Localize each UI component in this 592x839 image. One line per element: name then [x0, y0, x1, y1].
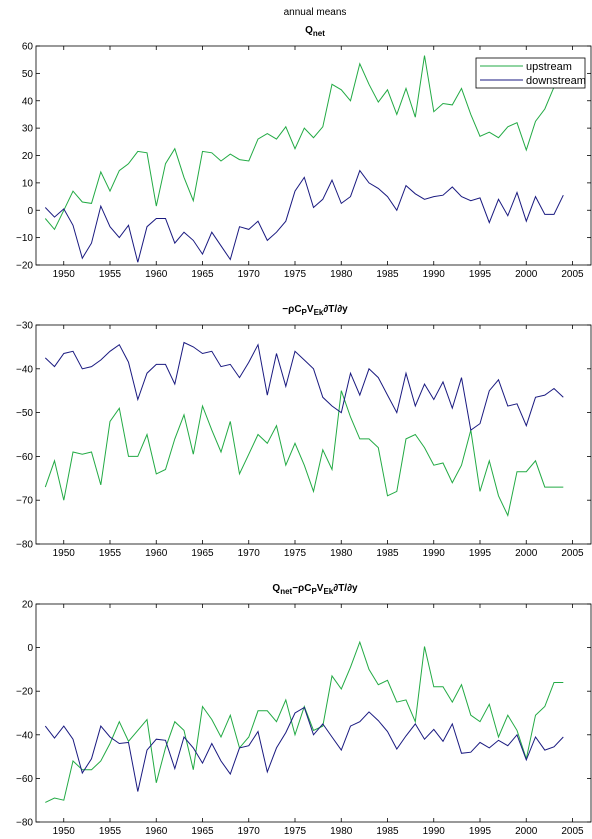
x-tick-label: 1950	[53, 269, 76, 280]
x-tick-label: 1950	[53, 826, 76, 837]
y-tick-label: 10	[22, 178, 34, 189]
x-tick-label: 1960	[145, 548, 168, 559]
y-tick-label: −20	[16, 687, 33, 698]
figure-suptitle: annual means	[284, 7, 347, 18]
x-tick-label: 2000	[515, 548, 538, 559]
x-tick-label: 1955	[99, 269, 122, 280]
x-tick-label: 1970	[238, 548, 261, 559]
x-tick-label: 1990	[423, 269, 446, 280]
x-tick-label: 1960	[145, 826, 168, 837]
series-line-downstream	[44, 706, 564, 792]
x-tick-label: 1985	[376, 826, 399, 837]
y-tick-label: 20	[22, 600, 34, 611]
y-tick-label: 0	[27, 643, 33, 654]
x-tick-label: 1995	[469, 548, 492, 559]
x-tick-label: 2005	[561, 548, 584, 559]
y-tick-label: 40	[22, 96, 34, 107]
x-tick-label: 1975	[284, 548, 307, 559]
x-tick-label: 1965	[191, 269, 214, 280]
series-line-downstream	[44, 341, 564, 431]
x-tick-label: 1970	[238, 826, 261, 837]
x-tick-label: 1985	[376, 269, 399, 280]
series-line-downstream	[44, 169, 564, 263]
y-tick-label: −20	[16, 261, 33, 272]
x-tick-label: 1965	[191, 826, 214, 837]
x-tick-label: 1990	[423, 826, 446, 837]
y-tick-label: −40	[16, 364, 33, 375]
legend: upstream downstream	[475, 57, 586, 89]
y-tick-label: −10	[16, 233, 33, 244]
x-tick-label: 1995	[469, 826, 492, 837]
y-tick-label: −70	[16, 496, 33, 507]
x-tick-label: 1990	[423, 548, 446, 559]
legend-label-upstream: upstream	[526, 61, 572, 73]
x-tick-label: 1965	[191, 548, 214, 559]
y-tick-label: −60	[16, 774, 33, 785]
x-tick-label: 1950	[53, 548, 76, 559]
x-tick-label: 1970	[238, 269, 261, 280]
y-tick-label: −80	[16, 540, 33, 551]
panel2-title: −ρCPVEk∂T/∂y	[282, 304, 348, 317]
panel-ekman-term: 1950 1955 1960 1965 1970 1975 1980 1985 1990 1995…	[16, 321, 592, 559]
panel-qnet-minus-ekman: 1950 1955 1960 1965 1970 1975 1980 1985 1990 1995…	[16, 600, 592, 837]
y-tick-label: 60	[22, 42, 34, 53]
x-tick-label: 1960	[145, 269, 168, 280]
x-tick-label: 2005	[561, 269, 584, 280]
legend-label-downstream: downstream	[526, 75, 586, 87]
legend-box	[475, 57, 586, 89]
plot-area	[35, 603, 592, 823]
x-tick-label: 1980	[330, 826, 353, 837]
x-tick-label: 2005	[561, 826, 584, 837]
panel1-title: Qnet	[305, 25, 325, 38]
x-tick-label: 1975	[284, 269, 307, 280]
plot-area	[35, 324, 592, 545]
x-tick-label: 1980	[330, 548, 353, 559]
y-tick-label: −60	[16, 452, 33, 463]
panel3-title: Qnet−ρCPVEk∂T/∂y	[272, 583, 358, 596]
x-tick-label: 1955	[99, 548, 122, 559]
y-tick-label: 20	[22, 151, 34, 162]
x-tick-label: 1980	[330, 269, 353, 280]
y-tick-label: 50	[22, 69, 34, 80]
x-tick-label: 1985	[376, 548, 399, 559]
x-tick-label: 1955	[99, 826, 122, 837]
series-line-upstream	[44, 390, 564, 518]
y-tick-label: −80	[16, 818, 33, 829]
y-tick-label: −50	[16, 408, 33, 419]
x-tick-label: 2000	[515, 826, 538, 837]
series-line-upstream	[45, 640, 564, 803]
series-line-upstream	[44, 55, 564, 231]
y-tick-label: −40	[16, 730, 33, 741]
y-tick-label: 0	[27, 206, 33, 217]
y-tick-label: 30	[22, 124, 34, 135]
y-tick-label: −30	[16, 321, 33, 332]
x-tick-label: 1995	[469, 269, 492, 280]
x-tick-label: 2000	[515, 269, 538, 280]
x-tick-label: 1975	[284, 826, 307, 837]
